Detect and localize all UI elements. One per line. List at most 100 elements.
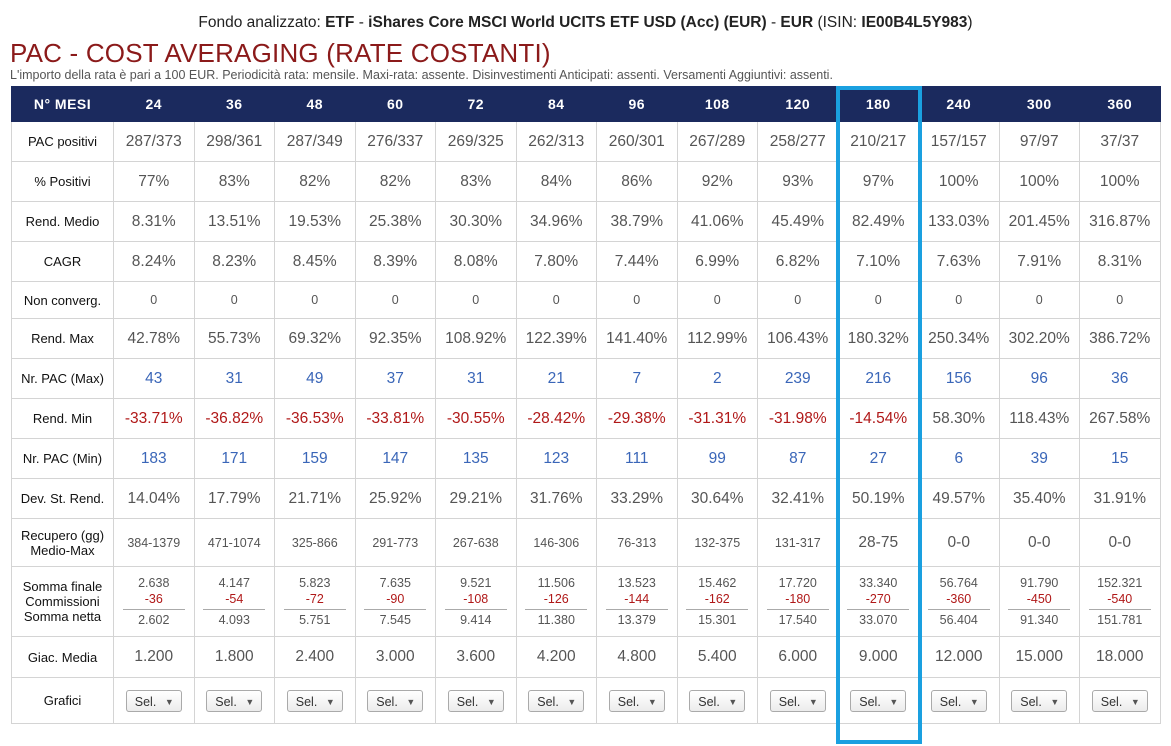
select-value: Sel. (778, 694, 801, 709)
chart-select-dropdown[interactable]: Sel. ▼ (769, 689, 826, 712)
fund-name: iShares Core MSCI World UCITS ETF USD (A… (368, 14, 767, 31)
month-header: 36 (193, 86, 275, 122)
row-label: PAC positivi (11, 121, 114, 162)
chart-select-dropdown[interactable]: Sel. ▼ (528, 689, 585, 712)
table-cell: 92.35% (354, 318, 436, 359)
select-value: Sel. (134, 694, 157, 709)
table-cell: 25.38% (354, 201, 436, 242)
somma-netta: 13.379 (617, 613, 656, 627)
table-cell: -33.81% (354, 398, 436, 439)
table-cell: 0 (435, 281, 517, 319)
table-cell: 152.321 -540 151.781 (1079, 566, 1161, 637)
page-title: PAC - COST AVERAGING (RATE COSTANTI) (10, 38, 551, 68)
table-cell: 38.79% (596, 201, 678, 242)
table-cell: 34.96% (515, 201, 597, 242)
row-label: Non converg. (11, 281, 114, 319)
table-cell: 17.720 -180 17.540 (757, 566, 839, 637)
table-cell: 8.24% (113, 241, 195, 282)
pac-results-table: N° MESI 24 36 48 60 72 84 96 108 120 180 240 300 360… (11, 86, 1161, 724)
commissioni: -36 (144, 592, 163, 606)
chevron-down-icon: ▼ (486, 696, 496, 707)
table-cell: 97/97 (998, 121, 1080, 162)
month-header: 108 (676, 86, 758, 122)
table-cell: -36.82% (193, 398, 275, 439)
table-cell: 11.506 -126 11.380 (515, 566, 597, 637)
somma-finale: 5.823 (299, 576, 331, 590)
table-cell: 0 (998, 281, 1080, 319)
chevron-down-icon: ▼ (325, 696, 335, 707)
table-row: Somma finale Commissioni Somma netta 2.638 -… (11, 566, 1161, 637)
chart-select-dropdown[interactable]: Sel. ▼ (850, 689, 907, 712)
table-row: Nr. PAC (Min) 183 171 159 147 135 123 111 99 87 27… (11, 438, 1161, 479)
somma-netta: 56.404 (939, 613, 978, 627)
table-cell: 33.340 -270 33.070 (837, 566, 919, 637)
month-header: 24 (113, 86, 195, 122)
table-cell: 8.08% (435, 241, 517, 282)
table-row: Grafici Sel. ▼ Sel. ▼ Sel. ▼ Sel. ▼ Sel. ▼ Sel. ▼ Sel… (11, 677, 1161, 724)
chart-select-dropdown[interactable]: Sel. ▼ (689, 689, 746, 712)
somma-netta: 5.751 (299, 613, 331, 627)
table-cell: 0 (113, 281, 195, 319)
table-cell: 56.764 -360 56.404 (918, 566, 1000, 637)
commissioni: -54 (225, 592, 244, 606)
table-cell: 216 (837, 358, 919, 399)
table-cell: 36 (1079, 358, 1161, 399)
somma-netta: 151.781 (1097, 613, 1143, 627)
table-cell: 6.000 (757, 636, 839, 678)
chart-select-dropdown[interactable]: Sel. ▼ (125, 689, 182, 712)
table-cell: 15 (1079, 438, 1161, 479)
chevron-down-icon: ▼ (406, 696, 416, 707)
table-cell: 8.23% (193, 241, 275, 282)
table-cell: 201.45% (998, 201, 1080, 242)
table-cell: 287/373 (113, 121, 195, 162)
table-cell: 267/289 (676, 121, 758, 162)
commissioni: -144 (624, 592, 650, 606)
table-cell: Sel. ▼ (274, 677, 356, 724)
label-line: Recupero (gg) (20, 527, 105, 543)
table-cell: 183 (113, 438, 195, 479)
table-cell: 31.76% (515, 478, 597, 519)
row-label: % Positivi (11, 161, 114, 202)
chart-select-dropdown[interactable]: Sel. ▼ (1011, 689, 1068, 712)
fund-info-line: Fondo analizzato: ETF - iShares Core MSC… (0, 14, 1171, 32)
month-header: 72 (435, 86, 517, 122)
label-line: Somma netta (23, 609, 102, 624)
table-cell: 6.82% (757, 241, 839, 282)
table-cell: 0 (596, 281, 678, 319)
table-cell: Sel. ▼ (113, 677, 195, 724)
somma-netta: 17.540 (778, 613, 817, 627)
table-cell: 5.400 (676, 636, 758, 678)
fund-type: ETF (325, 14, 355, 31)
chart-select-dropdown[interactable]: Sel. ▼ (930, 689, 987, 712)
table-cell: 267-638 (435, 518, 517, 567)
table-cell: 82% (274, 161, 356, 202)
table-cell: Sel. ▼ (918, 677, 1000, 724)
row-label: Grafici (11, 677, 114, 724)
chart-select-dropdown[interactable]: Sel. ▼ (367, 689, 424, 712)
table-cell: 2 (676, 358, 758, 399)
select-value: Sel. (939, 694, 962, 709)
table-cell: 99 (676, 438, 758, 479)
table-cell: 2.638 -36 2.602 (113, 566, 195, 637)
chart-select-dropdown[interactable]: Sel. ▼ (286, 689, 343, 712)
somma-finale: 2.638 (138, 576, 170, 590)
table-cell: Sel. ▼ (676, 677, 758, 724)
table-cell: 132-375 (676, 518, 758, 567)
table-cell: 83% (435, 161, 517, 202)
separator-line (122, 609, 185, 610)
chart-select-dropdown[interactable]: Sel. ▼ (447, 689, 504, 712)
chart-select-dropdown[interactable]: Sel. ▼ (608, 689, 665, 712)
table-cell: 15.462 -162 15.301 (676, 566, 758, 637)
table-cell: 82% (354, 161, 436, 202)
table-cell: 7.91% (998, 241, 1080, 282)
separator-line (686, 609, 749, 610)
chart-select-dropdown[interactable]: Sel. ▼ (206, 689, 263, 712)
sum-stack: 33.340 -270 33.070 (839, 575, 919, 628)
table-cell: 250.34% (918, 318, 1000, 359)
table-cell: 69.32% (274, 318, 356, 359)
separator: - (358, 14, 364, 31)
table-cell: Sel. ▼ (757, 677, 839, 724)
row-label: Giac. Media (11, 636, 114, 678)
chart-select-dropdown[interactable]: Sel. ▼ (1091, 689, 1148, 712)
table-cell: 6.99% (676, 241, 758, 282)
